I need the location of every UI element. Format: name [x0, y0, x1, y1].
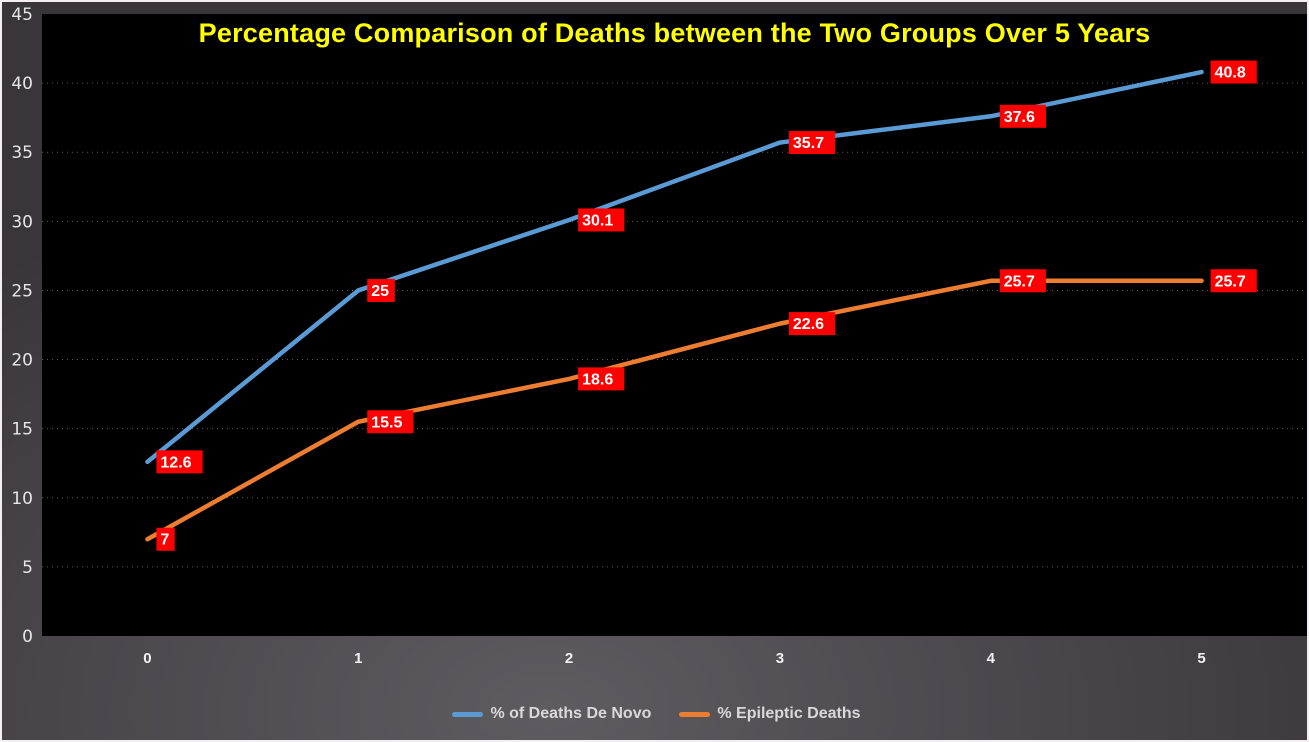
legend-swatch-line-icon: [679, 711, 711, 717]
data-label-box: [999, 269, 1046, 293]
data-label: 25.7: [1215, 273, 1246, 290]
y-axis-tick-label: 15: [11, 420, 33, 440]
data-label-box: [156, 450, 203, 474]
chart-title: Percentage Comparison of Deaths between …: [198, 18, 1151, 48]
y-axis-tick-label: 20: [11, 351, 33, 371]
data-label: 37.6: [1004, 109, 1035, 126]
data-label: 25.7: [1004, 273, 1035, 290]
data-label: 18.6: [582, 371, 613, 388]
data-label: 15.5: [371, 414, 402, 431]
data-label-box: [788, 312, 836, 336]
legend-swatch-line-icon: [452, 711, 484, 717]
data-label: 12.6: [160, 454, 191, 471]
data-label-box: [999, 104, 1046, 128]
x-axis-tick-label: 3: [776, 650, 784, 667]
x-axis-tick-label: 5: [1197, 650, 1205, 667]
x-axis-tick-label: 0: [143, 650, 151, 667]
data-label-box: [578, 208, 625, 232]
legend-label: % of Deaths De Novo: [490, 705, 652, 722]
data-label-box: [788, 131, 836, 155]
data-label-box: [578, 367, 625, 391]
legend-item-epileptic-deaths: % Epileptic Deaths: [679, 705, 861, 723]
legend: % of Deaths De Novo % Epileptic Deaths: [2, 705, 1307, 723]
y-axis-tick-label: 35: [11, 143, 33, 163]
x-axis-tick-label: 1: [354, 650, 362, 667]
y-axis-tick-label: 45: [11, 5, 33, 25]
data-label-box: [1210, 60, 1257, 84]
data-label: 25: [371, 283, 389, 300]
data-label: 35.7: [793, 135, 824, 152]
x-axis-tick-label: 4: [987, 650, 996, 667]
data-label-box: [1210, 269, 1257, 293]
y-axis-tick-label: 10: [11, 489, 33, 509]
plot-background: [42, 14, 1307, 636]
legend-label: % Epileptic Deaths: [717, 705, 861, 722]
y-axis-tick-label: 25: [11, 281, 33, 301]
data-label: 30.1: [582, 212, 613, 229]
x-axis-tick-label: 2: [565, 650, 573, 667]
y-axis-tick-label: 0: [22, 627, 33, 647]
data-label: 22.6: [793, 316, 824, 333]
data-label: 7: [160, 532, 169, 549]
data-label-box: [367, 410, 414, 434]
data-label-box: [156, 527, 175, 551]
y-axis-tick-label: 40: [11, 74, 33, 94]
y-axis-tick-label: 5: [22, 558, 33, 578]
y-axis-tick-label: 30: [11, 212, 33, 232]
data-label-box: [367, 278, 395, 302]
data-label: 40.8: [1215, 65, 1246, 82]
legend-item-deaths-de-novo: % of Deaths De Novo: [452, 705, 651, 723]
